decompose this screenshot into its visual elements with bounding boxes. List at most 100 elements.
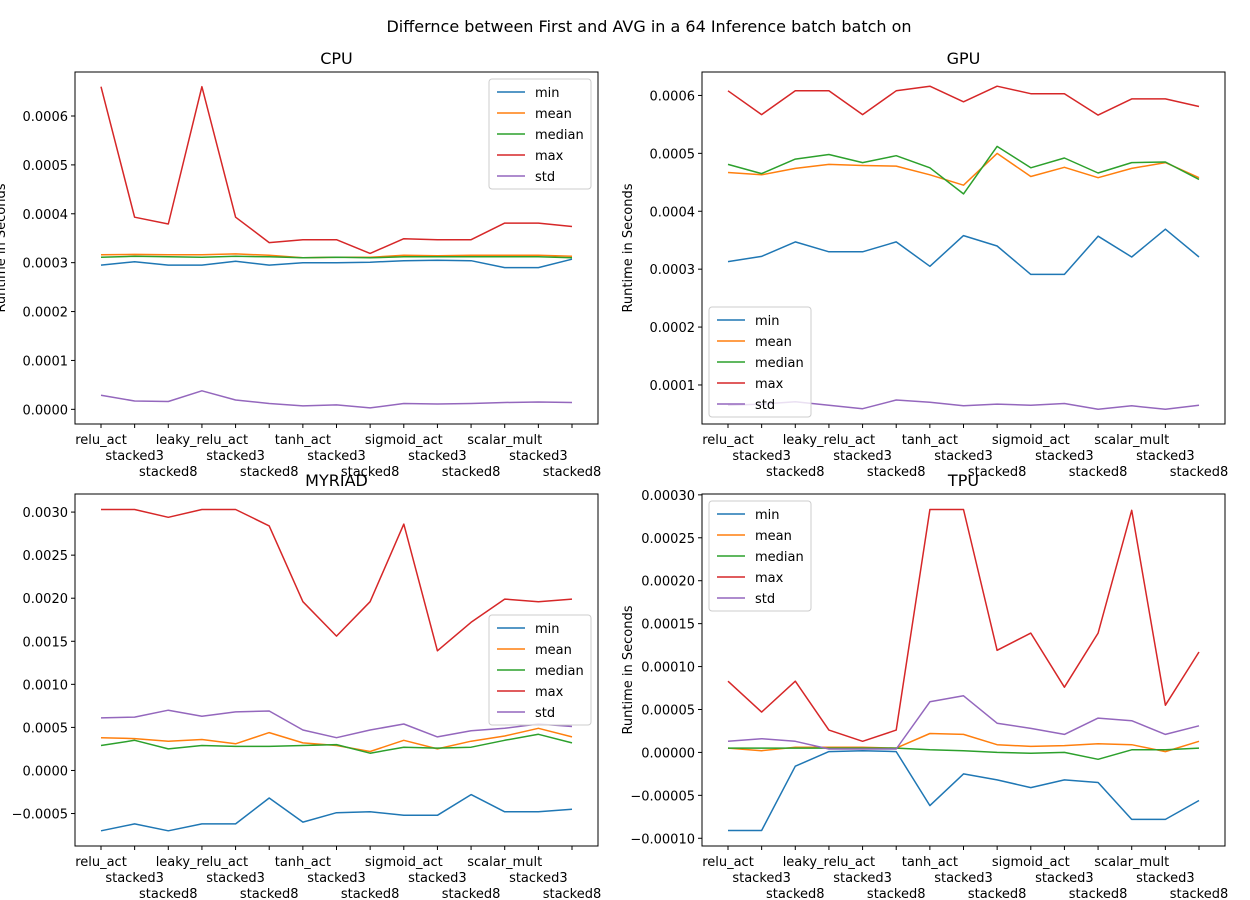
series-line-min [728, 749, 1200, 832]
x-tick-label: stacked3 [1035, 449, 1094, 464]
series-line-max [101, 508, 573, 652]
x-tick-label: stacked8 [139, 465, 198, 480]
x-tick-label: stacked8 [1170, 465, 1229, 480]
panel-title: GPU [947, 49, 981, 68]
plot-frame [74, 71, 599, 425]
x-tick-label: stacked8 [341, 465, 400, 480]
x-tick-label: leaky_relu_act [783, 855, 875, 870]
x-tick-label: relu_act [75, 433, 127, 448]
legend-label-mean: mean [755, 335, 792, 350]
x-tick-label: stacked8 [543, 465, 602, 480]
legend: min mean median max std [488, 614, 592, 726]
y-tick-label: 0.0015 [23, 635, 69, 650]
legend-label-std: std [755, 592, 775, 607]
y-tick-label: 0.0020 [23, 592, 69, 607]
legend-label-min: min [535, 622, 560, 637]
x-tick-label: stacked3 [206, 871, 265, 886]
legend-label-max: max [755, 377, 784, 392]
legend-label-max: max [755, 571, 784, 586]
legend-box [708, 306, 812, 418]
x-tick-label: stacked8 [1069, 465, 1128, 480]
series-line-max [100, 85, 573, 255]
legend-box [708, 500, 812, 612]
x-tick-label: stacked3 [934, 871, 993, 886]
x-tick-label: stacked8 [543, 887, 602, 900]
legend-label-median: median [535, 664, 584, 679]
series-line-min [727, 228, 1200, 276]
x-tick-label: stacked8 [766, 887, 825, 900]
y-tick-label: 0.0002 [650, 321, 696, 336]
y-tick-label: 0.00015 [641, 618, 695, 633]
x-tick-label: scalar_mult [467, 855, 542, 870]
y-tick-label: −0.0005 [12, 808, 68, 823]
series-line-mean [100, 727, 573, 753]
legend-label-max: max [535, 685, 564, 700]
legend-label-median: median [755, 550, 804, 565]
legend-label-max: max [535, 149, 564, 164]
x-tick-label: stacked3 [408, 449, 467, 464]
panel-title: CPU [320, 49, 353, 68]
x-tick-label: stacked8 [1170, 887, 1229, 900]
x-tick-label: sigmoid_act [365, 433, 443, 448]
x-tick-label: stacked8 [968, 887, 1027, 900]
x-tick-label: relu_act [75, 855, 127, 870]
x-tick-label: sigmoid_act [992, 855, 1070, 870]
x-tick-label: stacked3 [105, 871, 164, 886]
x-tick-label: relu_act [702, 433, 754, 448]
legend-label-min: min [755, 314, 780, 329]
x-tick-label: tanh_act [902, 855, 958, 870]
y-tick-label: 0.0006 [23, 110, 69, 125]
legend-label-std: std [535, 170, 555, 185]
legend-label-std: std [535, 706, 555, 721]
legend: min mean median max std [708, 500, 812, 612]
x-tick-label: stacked3 [105, 449, 164, 464]
x-tick-label: stacked3 [307, 871, 366, 886]
x-tick-label: stacked3 [833, 871, 892, 886]
x-tick-label: stacked8 [240, 887, 299, 900]
series-line-median [100, 255, 573, 259]
x-tick-label: stacked3 [1136, 871, 1195, 886]
y-tick-label: 0.0004 [650, 205, 696, 220]
series-line-max [727, 85, 1200, 116]
x-tick-label: stacked3 [408, 871, 467, 886]
legend: min mean median max std [708, 306, 812, 418]
x-tick-label: tanh_act [275, 433, 331, 448]
series-line-median [727, 145, 1200, 195]
x-tick-label: stacked3 [307, 449, 366, 464]
x-tick-label: stacked3 [934, 449, 993, 464]
legend-box [488, 78, 592, 190]
x-tick-label: stacked8 [1069, 887, 1128, 900]
series-line-mean [727, 152, 1200, 186]
y-tick-label: 0.00010 [641, 661, 695, 676]
series-line-median [100, 733, 573, 754]
legend-label-mean: mean [535, 643, 572, 658]
y-tick-label: 0.0005 [650, 147, 696, 162]
x-tick-label: stacked3 [206, 449, 265, 464]
legend-label-std: std [755, 398, 775, 413]
y-tick-label: 0.0004 [23, 208, 69, 223]
legend: min mean median max std [488, 78, 592, 190]
legend-label-mean: mean [535, 107, 572, 122]
series-line-max [727, 508, 1200, 743]
panel-title: TPU [947, 471, 979, 490]
y-tick-label: 0.0003 [23, 257, 69, 272]
y-tick-label: 0.0010 [23, 678, 69, 693]
y-tick-label: 0.0001 [23, 354, 69, 369]
y-axis-label: Runtime in Seconds [621, 605, 636, 734]
series-line-std [100, 709, 573, 739]
plot-frame [701, 71, 1226, 425]
plot-frame [701, 493, 1226, 847]
y-tick-label: 0.00025 [641, 532, 695, 547]
y-tick-label: 0.00030 [641, 489, 695, 504]
x-tick-label: stacked8 [341, 887, 400, 900]
chart-panel-tpu: TPU Runtime in Seconds −0.00010 −0.00005 0.0… [621, 471, 1228, 900]
y-tick-label: 0.00020 [641, 575, 695, 590]
plot-frame [74, 493, 599, 847]
panel-title: MYRIAD [305, 471, 368, 490]
legend-label-mean: mean [755, 529, 792, 544]
x-tick-label: tanh_act [902, 433, 958, 448]
y-tick-label: 0.0025 [23, 549, 69, 564]
x-tick-label: stacked8 [867, 465, 926, 480]
chart-panel-gpu: GPU Runtime in Seconds 0.0001 0.0002 0.0003 0… [621, 49, 1228, 480]
